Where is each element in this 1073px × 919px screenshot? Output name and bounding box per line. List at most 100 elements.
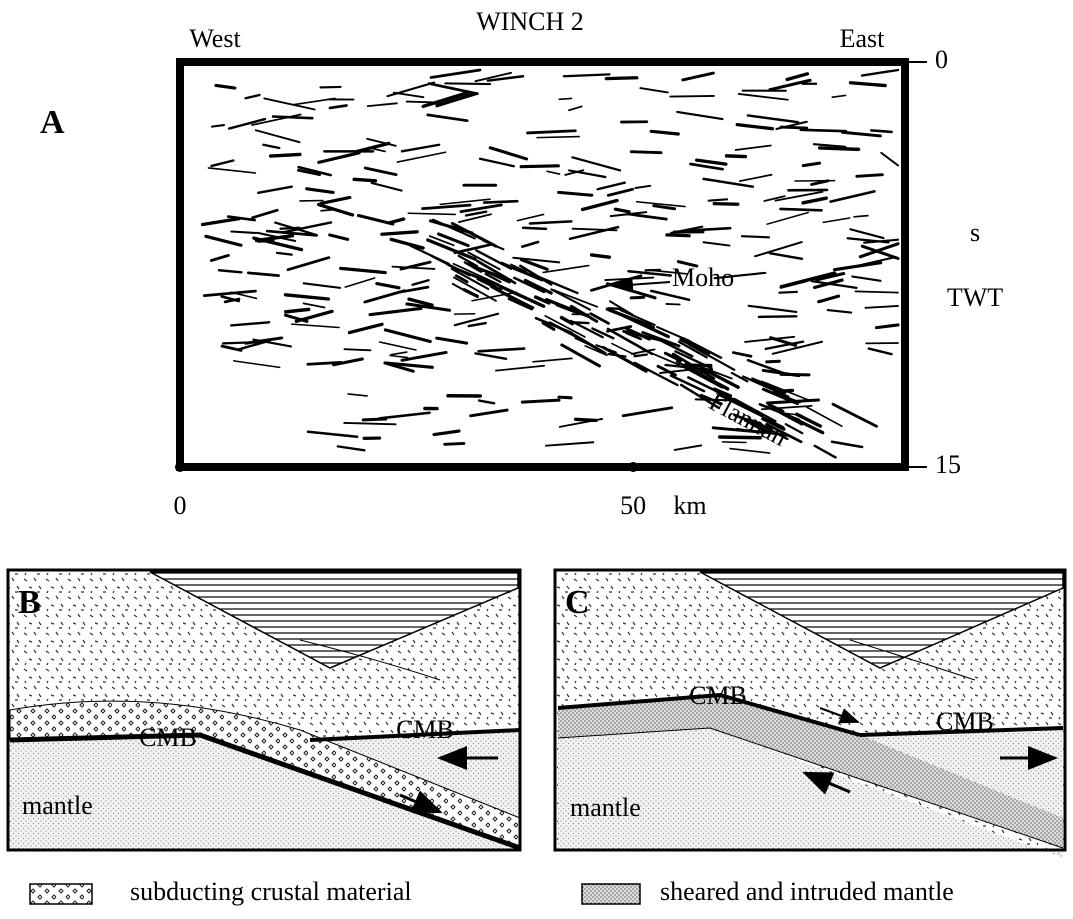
reflector xyxy=(343,422,397,426)
arrow xyxy=(819,707,860,724)
reflector xyxy=(760,405,813,411)
reflector xyxy=(319,85,342,89)
reflector xyxy=(257,185,293,195)
reflector xyxy=(656,364,677,377)
reflector xyxy=(831,402,878,428)
reflector xyxy=(380,230,419,236)
reflector xyxy=(275,251,293,256)
reflector xyxy=(778,290,798,294)
reflector xyxy=(474,71,512,83)
subducting-crust xyxy=(9,700,521,849)
reflector xyxy=(426,113,469,123)
reflector xyxy=(390,351,408,356)
reflector xyxy=(679,383,721,410)
reflector xyxy=(781,412,798,416)
reflector xyxy=(761,417,786,431)
reflector xyxy=(629,150,663,155)
reflector xyxy=(735,123,774,131)
reflector xyxy=(227,117,267,130)
reflector xyxy=(475,249,513,270)
reflector xyxy=(606,282,657,300)
reflector xyxy=(435,336,469,345)
reflector xyxy=(779,279,807,289)
reflector xyxy=(328,104,348,110)
reflector xyxy=(580,198,619,212)
boundary xyxy=(557,727,1064,849)
reflector xyxy=(317,202,355,217)
reflector xyxy=(343,348,372,352)
reflector xyxy=(606,327,654,356)
reflector xyxy=(649,289,691,302)
reflector xyxy=(352,177,378,183)
reflector xyxy=(702,368,740,389)
reflector xyxy=(209,254,230,262)
reflector xyxy=(207,167,257,174)
reflector xyxy=(355,141,391,154)
fault xyxy=(299,639,441,681)
reflector xyxy=(290,323,340,329)
legend-swatch xyxy=(581,883,641,905)
reflector xyxy=(498,284,546,308)
reflector xyxy=(679,337,711,355)
reflector xyxy=(785,72,810,82)
reflector xyxy=(677,340,708,359)
reflector xyxy=(405,100,434,104)
mantle-area xyxy=(10,735,520,850)
reflector xyxy=(512,256,561,264)
legend-label: subducting crustal material xyxy=(130,877,412,906)
reflector xyxy=(426,238,477,261)
reflector xyxy=(254,129,301,144)
reflector xyxy=(229,321,271,327)
reflector xyxy=(733,413,771,430)
reflector xyxy=(406,286,429,292)
reflector xyxy=(444,82,492,86)
reflector xyxy=(336,445,366,452)
reflector xyxy=(695,158,728,166)
reflector xyxy=(864,304,899,309)
reflector xyxy=(713,271,767,280)
reflector xyxy=(526,129,577,135)
reflector xyxy=(383,361,434,369)
reflector xyxy=(812,143,847,148)
reflector xyxy=(453,243,493,255)
reflector xyxy=(453,312,500,327)
reflector xyxy=(450,221,498,248)
reflector xyxy=(568,105,583,112)
reflector xyxy=(246,271,280,277)
mantle-label: mantle xyxy=(570,793,641,822)
reflector xyxy=(853,214,869,218)
reflector xyxy=(682,337,723,359)
reflector xyxy=(619,308,656,327)
mantle-label: mantle xyxy=(22,791,93,820)
reflector xyxy=(550,288,592,311)
reflector xyxy=(867,347,893,356)
reflector xyxy=(571,332,607,355)
reflector xyxy=(805,406,843,428)
reflector xyxy=(230,230,258,235)
reflector xyxy=(389,237,425,250)
reflectors xyxy=(200,68,900,459)
reflector xyxy=(763,195,786,202)
reflector xyxy=(774,190,824,202)
reflector xyxy=(238,340,267,351)
reflector xyxy=(673,444,703,451)
reflector xyxy=(457,213,492,223)
panel-label: B xyxy=(18,584,41,621)
reflector xyxy=(210,159,235,168)
reflector xyxy=(613,207,631,214)
reflector xyxy=(286,256,331,272)
sheared-mantle xyxy=(558,695,1063,848)
reflector xyxy=(528,220,573,225)
reflector xyxy=(591,327,615,340)
reflector xyxy=(363,166,398,177)
reflector xyxy=(421,203,472,210)
reflector xyxy=(297,168,322,177)
reflector xyxy=(870,129,893,134)
reflector xyxy=(765,359,781,364)
reflector xyxy=(496,288,535,309)
reflector xyxy=(396,151,447,163)
reflector xyxy=(795,412,823,428)
reflector xyxy=(432,429,461,437)
reflector xyxy=(230,291,258,300)
